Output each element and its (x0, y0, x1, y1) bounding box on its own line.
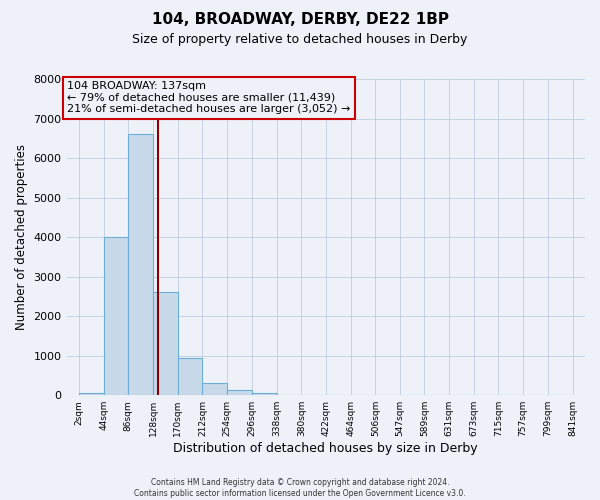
Text: 104 BROADWAY: 137sqm
← 79% of detached houses are smaller (11,439)
21% of semi-d: 104 BROADWAY: 137sqm ← 79% of detached h… (67, 81, 350, 114)
Text: 104, BROADWAY, DERBY, DE22 1BP: 104, BROADWAY, DERBY, DE22 1BP (151, 12, 449, 28)
Bar (227, 390, 252, 395)
Bar (178, 358, 202, 395)
X-axis label: Distribution of detached houses by size in Derby: Distribution of detached houses by size … (173, 442, 478, 455)
Bar (252, 393, 277, 395)
Text: Size of property relative to detached houses in Derby: Size of property relative to detached ho… (133, 32, 467, 46)
Bar (104, 237, 128, 395)
Bar (128, 134, 153, 395)
Bar (79, 393, 104, 395)
Y-axis label: Number of detached properties: Number of detached properties (15, 144, 28, 330)
Bar (153, 292, 178, 395)
Text: Contains HM Land Registry data © Crown copyright and database right 2024.
Contai: Contains HM Land Registry data © Crown c… (134, 478, 466, 498)
Bar (202, 383, 227, 395)
